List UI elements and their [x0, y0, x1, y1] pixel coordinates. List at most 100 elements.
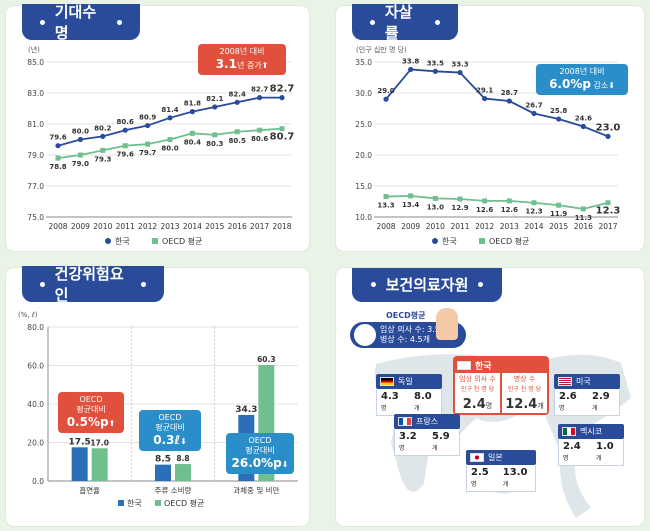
data-point — [234, 129, 240, 135]
data-label: 80.4 — [184, 138, 201, 146]
data-label: 80.2 — [94, 124, 111, 132]
data-label: 79.3 — [94, 155, 111, 163]
annotation-line2: 평균대비 — [245, 446, 275, 455]
country-box-germany: 독일 4.3 명 8.0 개 — [376, 374, 442, 416]
data-label: 82.7 — [251, 86, 268, 94]
suicide-annotation: 2008년 대비 6.0%p 감소⬇ — [536, 64, 628, 95]
data-label: 79.6 — [117, 151, 134, 159]
y-tick-label: 25.0 — [355, 120, 372, 129]
x-tick-label: 2011 — [116, 222, 135, 231]
country-doctors-unit: 명 — [381, 405, 387, 412]
unit-label: (년) — [28, 45, 40, 54]
series-line-korea — [385, 68, 609, 138]
data-point — [77, 136, 83, 143]
alcohol-annotation: OECD 평균대비 0.3ℓ⬇ — [139, 410, 201, 451]
annotation-value: 3.1 — [215, 57, 237, 71]
data-label: 80.6 — [117, 118, 134, 126]
x-tick-label: 2014 — [524, 222, 543, 231]
x-tick-label: 2008 — [376, 222, 395, 231]
x-tick-label: 2011 — [450, 222, 469, 231]
life-expectancy-panel: 기대수명 (년) 85.0 83.0 81.0 79.0 77.0 75.0 2008 2009… — [6, 3, 309, 251]
data-label: 79.7 — [139, 149, 156, 157]
country-beds-unit: 개 — [432, 445, 438, 452]
annotation-value: 0.3ℓ — [153, 433, 181, 447]
country-box-france: 프랑스 3.2 명 5.9 개 — [394, 414, 460, 456]
x-tick-label: 2017 — [598, 222, 617, 231]
x-tick-label: 2016 — [228, 222, 247, 231]
y-tick-label: 30.0 — [355, 89, 372, 98]
down-arrow-icon: ⬇ — [281, 460, 289, 469]
data-point — [556, 202, 562, 208]
legend-marker-korea — [105, 238, 111, 244]
annotation-value: 6.0%p — [549, 77, 591, 91]
bar-oecd — [91, 448, 108, 481]
data-label: 80.3 — [206, 140, 223, 148]
nurse-icon — [436, 308, 458, 340]
y-tick-label: 20.0 — [27, 439, 44, 448]
data-label: 33.5 — [427, 59, 444, 67]
data-point — [605, 200, 611, 206]
obesity-annotation: OECD 평균대비 26.0%p⬇ — [226, 433, 294, 474]
data-point — [212, 104, 218, 110]
y-tick-label: 35.0 — [355, 58, 372, 67]
y-tick-label: 83.0 — [27, 89, 44, 98]
annotation-value: 0.5%p — [66, 415, 109, 429]
country-beds: 13.0 — [502, 467, 528, 478]
bar-label: 8.8 — [176, 454, 189, 463]
data-label: 13.3 — [377, 202, 394, 210]
country-name: 독일 — [398, 377, 413, 386]
data-point — [55, 155, 61, 161]
health-resources-panel: 보건의료자원 OECD평균 임상 의사 수: 3.5명 병상 수: 4.5개 한… — [336, 268, 644, 526]
data-label: 82.7 — [270, 84, 295, 95]
data-label: 11.3 — [575, 214, 592, 222]
data-label: 33.8 — [402, 57, 419, 65]
oecd-beds-unit: 개 — [422, 334, 430, 344]
x-tick-label: 2009 — [71, 222, 90, 231]
data-point — [531, 200, 537, 206]
panel-title: 건강위험요인 — [54, 265, 124, 304]
life-expectancy-chart: (년) 85.0 83.0 81.0 79.0 77.0 75.0 2008 2009 2010 2… — [27, 45, 295, 246]
korea-doctors-label: 임상 의사 수 — [459, 375, 496, 383]
oecd-title: OECD평균 — [386, 311, 426, 320]
country-doctors-unit: 명 — [563, 455, 569, 462]
data-label: 13.0 — [427, 203, 444, 211]
country-doctors: 3.2 — [399, 431, 417, 442]
x-tick-label: 2015 — [549, 222, 568, 231]
data-label: 80.7 — [270, 132, 295, 143]
legend-label-oecd: OECD 평균 — [164, 498, 204, 508]
x-tick-label: 2008 — [48, 222, 67, 231]
data-label: 81.4 — [161, 106, 178, 114]
unit-label: (%, ℓ) — [18, 311, 38, 319]
panel-title-pill: 자살률 — [352, 3, 458, 42]
data-label: 80.6 — [251, 135, 268, 143]
korea-doctors-unit: 명 — [485, 402, 493, 410]
x-tick-label: 2010 — [426, 222, 445, 231]
country-beds: 1.0 — [596, 441, 614, 452]
data-label: 12.3 — [525, 208, 542, 216]
bar-label: 8.5 — [155, 455, 171, 465]
y-tick-label: 20.0 — [355, 151, 372, 160]
country-box-usa: 미국 2.6 명 2.9 개 — [554, 374, 620, 416]
data-label: 80.0 — [161, 145, 178, 153]
y-tick-label: 85.0 — [27, 58, 44, 67]
data-label: 80.5 — [229, 137, 246, 145]
series-line-oecd — [385, 195, 609, 210]
data-point — [234, 99, 240, 105]
data-label: 33.3 — [451, 61, 468, 69]
data-point — [100, 147, 106, 153]
data-label: 12.9 — [451, 204, 468, 212]
bar-label: 34.3 — [235, 405, 257, 415]
japan-flag-icon — [470, 453, 484, 462]
data-point — [482, 198, 488, 204]
x-tick-label: 과체중 및 비만 — [233, 485, 279, 495]
smoking-annotation: OECD 평균대비 0.5%p⬆ — [58, 392, 124, 433]
data-point — [279, 95, 285, 101]
legend-label-korea: 한국 — [115, 237, 130, 246]
suicide-chart: (인구 십만 명 당) 35.0 30.0 25.0 20.0 15.0 10.0 2008 2… — [355, 45, 621, 246]
data-label: 12.3 — [596, 206, 621, 217]
data-point — [506, 98, 512, 104]
korea-beds-sub: 인구 천 명 당 — [507, 386, 542, 393]
annotation-line1: 2008년 대비 — [559, 67, 605, 76]
bar-korea — [71, 447, 88, 481]
data-label: 29.1 — [476, 87, 493, 95]
